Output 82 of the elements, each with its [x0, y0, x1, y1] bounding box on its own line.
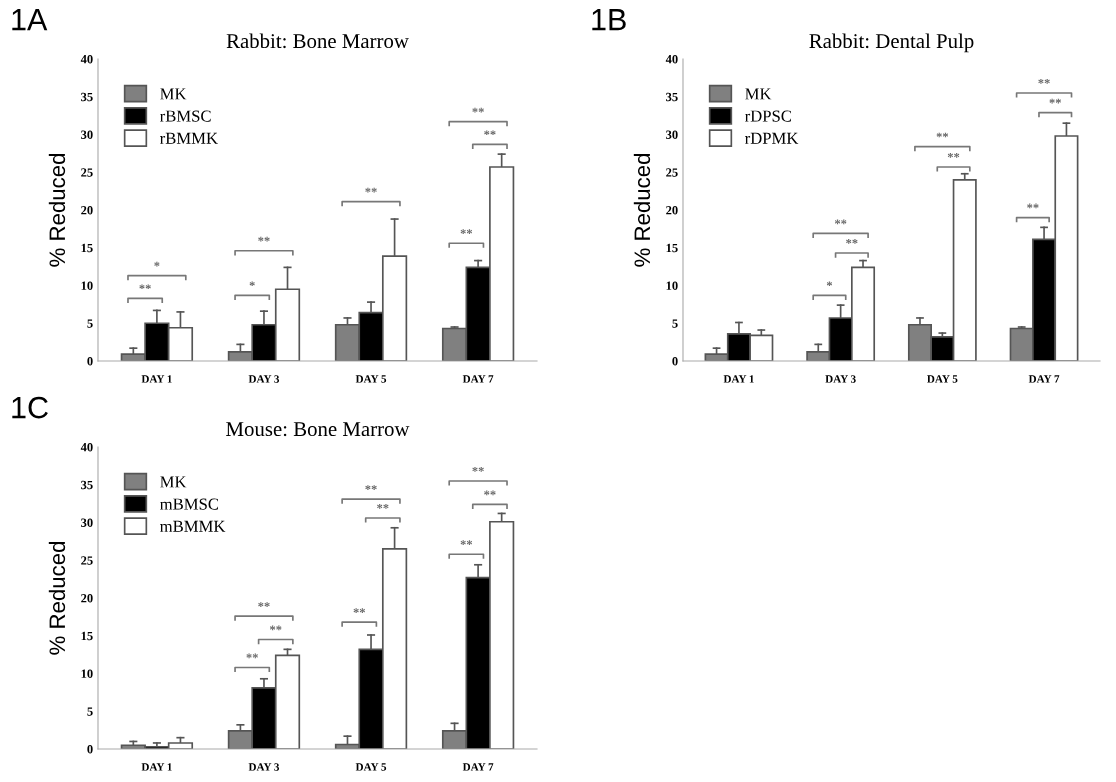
y-tick-label: 30 — [81, 518, 93, 527]
text: 1C — [12, 396, 48, 419]
annotation: ** — [270, 625, 282, 631]
y-tick-label: 25 — [666, 168, 678, 177]
y-tick-label: 20 — [81, 594, 93, 603]
annotation: ** — [1027, 203, 1039, 209]
annotation: ** — [484, 490, 496, 496]
annotation: ** — [947, 153, 960, 158]
annotation: ** — [258, 602, 270, 607]
y-tick-label: 0 — [87, 357, 93, 366]
x-tick-label: DAY 5 — [355, 763, 387, 771]
legend-label: rBMSC — [160, 110, 211, 122]
y-tick-label: 10 — [81, 281, 93, 290]
y-tick-label: 30 — [666, 130, 678, 139]
y-tick-label: 20 — [81, 206, 93, 215]
legend-label: mBMSC — [160, 498, 219, 510]
y-tick-label: 10 — [81, 669, 93, 678]
y-tick-label: 0 — [87, 745, 93, 754]
x-tick-label: DAY 3 — [248, 763, 280, 771]
annotation: ** — [936, 132, 949, 138]
annotation: ** — [846, 239, 858, 244]
y-tick-label: 25 — [81, 168, 93, 177]
chart-title: Rabbit: Dental Pulp — [809, 33, 974, 53]
x-tick-label: DAY 7 — [1028, 375, 1060, 383]
annotation: ** — [365, 485, 377, 490]
legend-label: rBMMK — [160, 132, 218, 144]
legend-label: MK — [160, 476, 187, 488]
chart-title: Rabbit: Bone Marrow — [226, 33, 409, 49]
annotation: ** — [139, 284, 151, 290]
annotation: ** — [377, 504, 389, 509]
annotation: ** — [1049, 98, 1061, 104]
x-tick-label: DAY 1 — [723, 375, 754, 383]
legend-label: rDPMK — [745, 132, 799, 144]
annotation: ** — [365, 187, 377, 193]
y-tick-label: 10 — [666, 281, 678, 290]
annotation: * — [826, 281, 833, 287]
annotation: ** — [472, 107, 484, 113]
x-tick-label: DAY 7 — [462, 763, 494, 771]
y-tick-label: 20 — [666, 206, 678, 215]
x-tick-label: DAY 5 — [927, 375, 958, 383]
y-tick-label: 15 — [81, 631, 93, 641]
annotation: ** — [1038, 79, 1050, 84]
annotation: ** — [484, 130, 496, 136]
y-tick-label: 5 — [87, 707, 93, 716]
x-tick-label: DAY 1 — [141, 375, 172, 383]
x-tick-label: DAY 3 — [248, 375, 280, 383]
y-axis-title: % Reduced — [48, 541, 66, 655]
annotation: ** — [460, 540, 473, 545]
y-tick-label: 35 — [81, 92, 93, 102]
legend-label: MK — [745, 88, 772, 100]
annotation: * — [249, 281, 255, 287]
y-tick-label: 0 — [672, 357, 678, 366]
x-tick-label: DAY 7 — [462, 375, 494, 383]
legend-label: MK — [160, 88, 187, 100]
text: 1B — [592, 9, 626, 31]
y-tick-label: 40 — [80, 443, 93, 452]
annotation: ** — [460, 229, 473, 234]
y-tick-label: 35 — [81, 480, 93, 490]
text: 1A — [12, 9, 48, 31]
annotation: ** — [472, 467, 484, 472]
y-axis-title: % Reduced — [48, 153, 66, 267]
x-tick-label: DAY 3 — [825, 375, 856, 383]
y-tick-label: 25 — [81, 556, 93, 565]
legend-label: mBMMK — [160, 520, 226, 532]
chart-title: Mouse: Bone Marrow — [226, 422, 410, 437]
x-tick-label: DAY 5 — [355, 375, 387, 383]
y-tick-label: 40 — [665, 55, 678, 64]
y-tick-label: 5 — [87, 319, 93, 328]
y-tick-label: 40 — [80, 55, 93, 64]
annotation: * — [154, 261, 160, 267]
y-tick-label: 15 — [81, 243, 93, 253]
annotation: ** — [258, 236, 270, 242]
x-tick-label: DAY 1 — [141, 763, 172, 771]
y-tick-label: 30 — [81, 130, 93, 139]
annotation: ** — [246, 653, 258, 659]
y-tick-label: 35 — [666, 92, 678, 102]
annotation: ** — [353, 608, 365, 613]
y-tick-label: 15 — [666, 243, 678, 253]
legend-label: rDPSC — [745, 110, 791, 122]
annotation: ** — [834, 219, 847, 225]
y-tick-label: 5 — [672, 319, 678, 328]
y-axis-title: % Reduced — [633, 153, 651, 267]
